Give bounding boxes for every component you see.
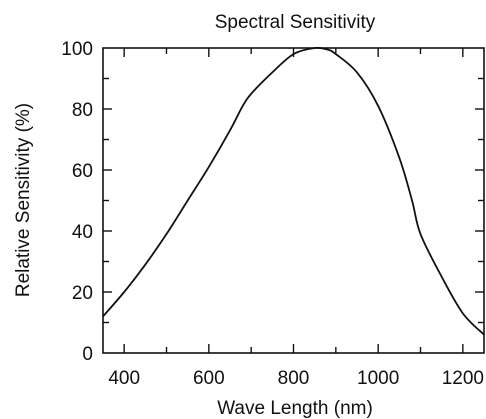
axis-ticks xyxy=(103,48,484,353)
y-tick-label: 40 xyxy=(72,222,93,243)
plot-frame xyxy=(102,47,485,354)
x-axis-label: Wave Length (nm) xyxy=(217,398,373,419)
x-tick-label: 1000 xyxy=(357,368,399,389)
chart-title: Spectral Sensitivity xyxy=(215,12,376,33)
y-tick-label: 80 xyxy=(72,100,93,121)
y-tick-label: 0 xyxy=(82,344,93,365)
sensitivity-curve xyxy=(102,46,485,336)
axis-tick-labels: 400 600 800 1000 1200 0 20 40 60 80 100 xyxy=(61,39,484,389)
y-axis-label: Relative Sensitivity (%) xyxy=(13,103,34,297)
y-tick-label: 20 xyxy=(72,283,93,304)
x-tick-label: 400 xyxy=(108,368,140,389)
x-tick-label: 600 xyxy=(193,368,225,389)
x-tick-label: 800 xyxy=(278,368,310,389)
y-tick-label: 100 xyxy=(61,39,93,60)
y-tick-label: 60 xyxy=(72,161,93,182)
x-tick-label: 1200 xyxy=(442,368,484,389)
